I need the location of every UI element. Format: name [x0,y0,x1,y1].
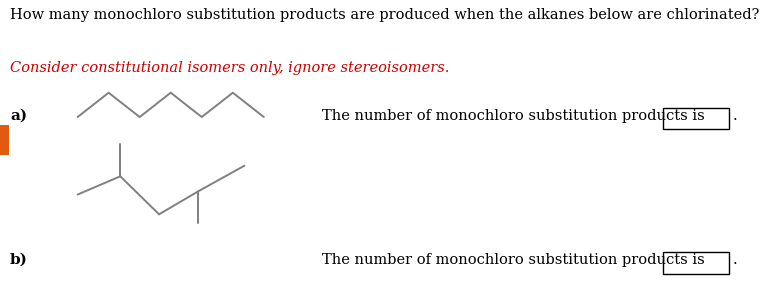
Bar [0,125,9,155]
Text: b): b) [10,253,28,267]
Text: .: . [733,109,737,123]
Text: .: . [733,253,737,267]
Bar [663,252,729,274]
Text: How many monochloro substitution products are produced when the alkanes below ar: How many monochloro substitution product… [10,8,760,22]
Text: a): a) [10,109,27,123]
Text: The number of monochloro substitution products is: The number of monochloro substitution pr… [322,109,705,123]
Text: Consider constitutional isomers only, ignore stereoisomers.: Consider constitutional isomers only, ig… [10,61,449,75]
Text: The number of monochloro substitution products is: The number of monochloro substitution pr… [322,253,705,267]
Bar [663,108,729,129]
